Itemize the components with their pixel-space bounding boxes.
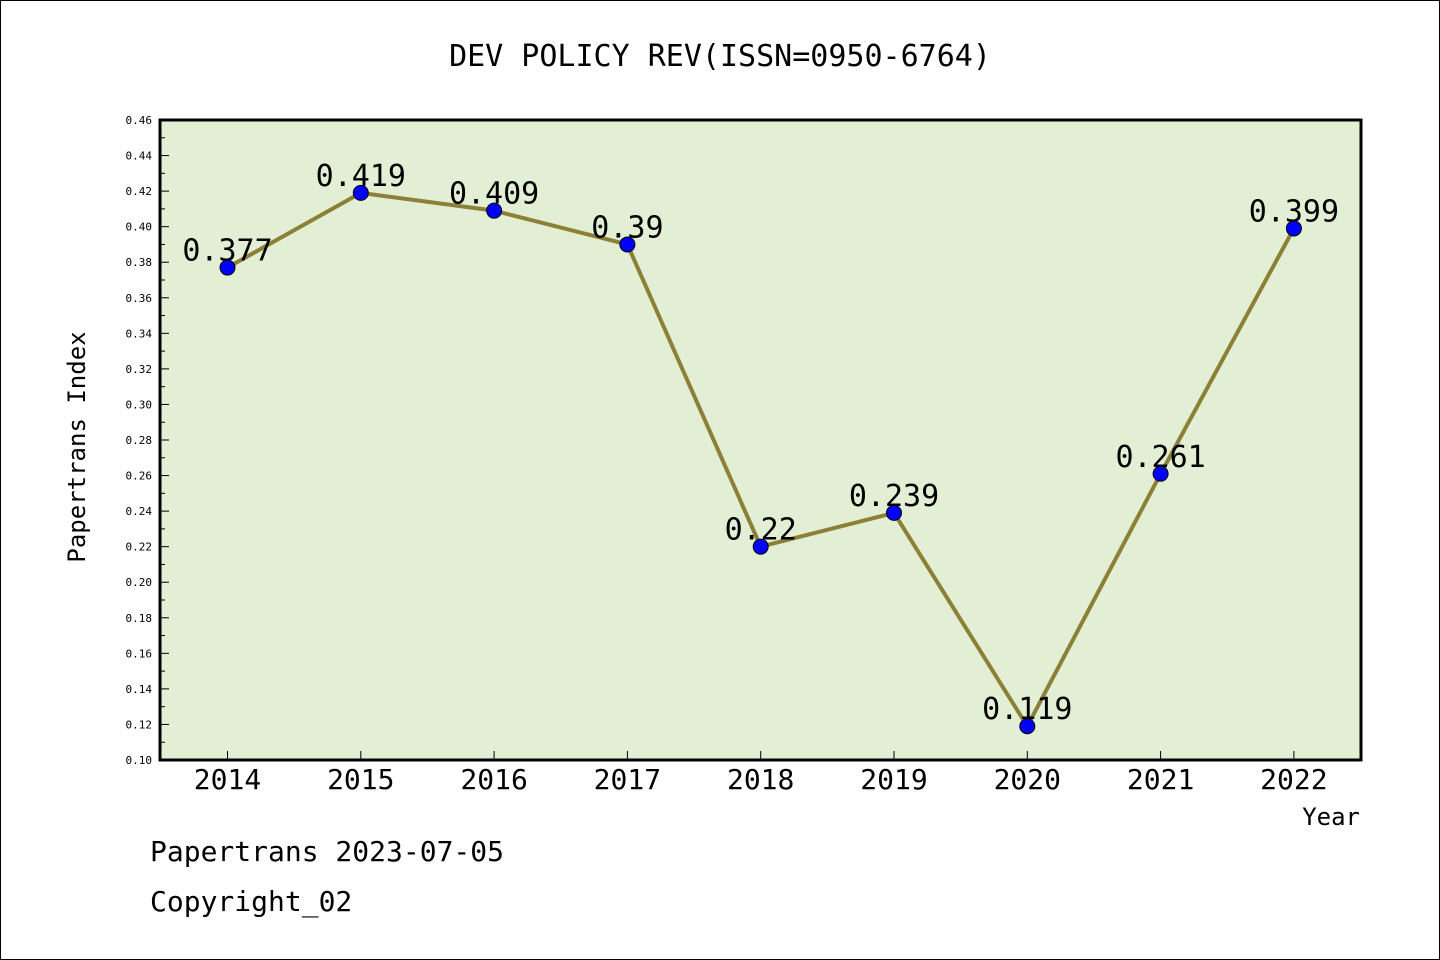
data-label: 0.22: [725, 513, 797, 548]
x-tick-label: 2022: [1260, 763, 1327, 796]
data-label: 0.119: [982, 692, 1072, 727]
y-tick-label: 0.12: [126, 718, 153, 731]
data-point: [486, 202, 503, 219]
x-axis: 2014 2015 2016 2017 2018 2019 2020 2021 2022: [194, 751, 1328, 796]
x-tick-label: 2019: [860, 763, 927, 796]
x-tick-label: 2018: [727, 763, 794, 796]
y-tick-label: 0.36: [126, 292, 153, 305]
y-tick-label: 0.10: [126, 754, 153, 767]
plot-area: [158, 118, 1363, 762]
y-tick-label: 0.20: [126, 576, 153, 589]
chart-title: DEV POLICY REV(ISSN=0950-6764): [449, 39, 991, 74]
y-tick-label: 0.44: [126, 150, 153, 163]
y-tick-label: 0.30: [126, 398, 153, 411]
y-tick-label: 0.26: [126, 470, 153, 483]
data-label: 0.239: [849, 479, 939, 514]
y-tick-label: 0.28: [126, 434, 153, 447]
data-point: [219, 259, 236, 276]
y-tick-label: 0.38: [126, 256, 153, 269]
x-tick-label: 2021: [1127, 763, 1194, 796]
x-axis-label: Year: [1302, 803, 1360, 831]
x-tick-label: 2014: [194, 763, 261, 796]
y-tick-label: 0.16: [126, 647, 153, 660]
data-point: [752, 538, 769, 555]
y-tick-label: 0.34: [126, 327, 153, 340]
x-tick-label: 2016: [460, 763, 527, 796]
data-label: 0.261: [1115, 440, 1205, 475]
y-axis-label: Papertrans Index: [63, 331, 91, 562]
data-point: [1019, 718, 1036, 735]
y-tick-label: 0.40: [126, 221, 153, 234]
data-point: [619, 236, 636, 253]
data-label: 0.39: [591, 210, 663, 245]
x-tick-label: 2017: [594, 763, 661, 796]
data-labels: 0.377 0.419 0.409 0.39 0.22 0.239 0.119 0.261 0.…: [182, 159, 1339, 727]
y-tick-label: 0.18: [126, 612, 153, 625]
data-point: [352, 184, 369, 201]
footer-date: Papertrans 2023-07-05: [150, 835, 505, 868]
y-tick-label: 0.14: [126, 683, 153, 696]
y-tick-label: 0.22: [126, 541, 153, 554]
data-label: 0.419: [316, 159, 406, 194]
data-markers: [219, 184, 1302, 735]
y-tick-label: 0.46: [126, 114, 153, 127]
y-tick-label: 0.24: [126, 505, 153, 518]
x-tick-label: 2020: [994, 763, 1061, 796]
data-point: [1152, 465, 1169, 482]
data-label: 0.377: [182, 234, 272, 269]
footer-copyright: Copyright_02: [150, 885, 353, 918]
data-label: 0.409: [449, 177, 539, 212]
data-point: [886, 504, 902, 521]
y-tick-label: 0.32: [126, 363, 153, 376]
data-label: 0.399: [1249, 194, 1339, 229]
y-tick-label: 0.42: [126, 185, 153, 198]
y-axis: 0.10 0.12 0.14 0.16 0.18 0.20 0.22 0.24 0.26 0.28…: [126, 114, 169, 767]
data-point: [1285, 220, 1302, 237]
x-tick-label: 2015: [327, 763, 394, 796]
